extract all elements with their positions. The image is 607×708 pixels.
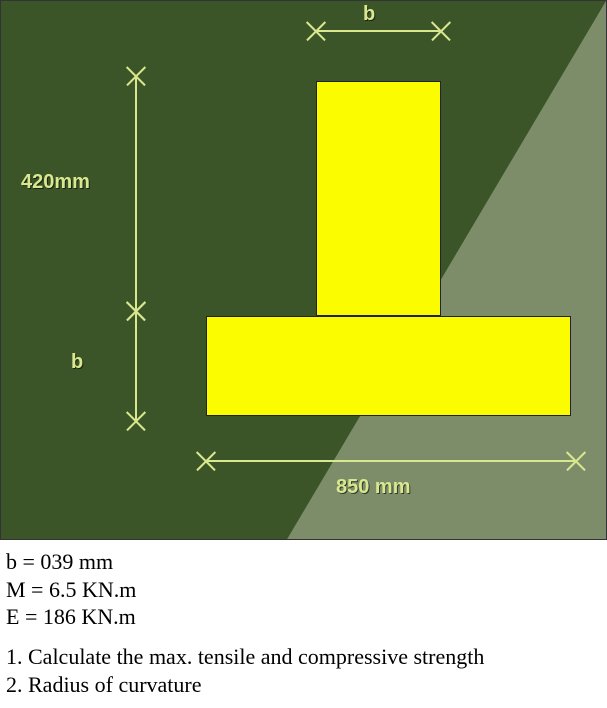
tick-icon [194,449,218,473]
dim-line-bottom [206,460,576,462]
dim-line-top [316,30,441,32]
param-b: b = 039 mm [6,548,601,576]
dim-label-b-top: b [363,3,375,26]
task-2: 2. Radius of curvature [6,671,601,700]
param-E: E = 186 KN.m [6,603,601,631]
t-section-flange [206,316,571,416]
tick-icon [304,19,328,43]
task-1: 1. Calculate the max. tensile and compre… [6,643,601,672]
tick-icon [429,19,453,43]
dim-line-left-420 [135,76,137,311]
t-section-stem [316,81,441,316]
tick-icon [564,449,588,473]
dim-label-b-left: b [71,351,83,374]
diagram: b 420mm b 850 mm [0,0,607,540]
dim-label-420: 420mm [21,171,90,194]
tasks: 1. Calculate the max. tensile and compre… [0,635,607,708]
tick-icon [124,299,148,323]
parameters: b = 039 mm M = 6.5 KN.m E = 186 KN.m [0,540,607,635]
dim-label-850: 850 mm [336,476,411,499]
param-M: M = 6.5 KN.m [6,576,601,604]
tick-icon [124,64,148,88]
tick-icon [124,409,148,433]
dim-line-left-b [135,311,137,421]
